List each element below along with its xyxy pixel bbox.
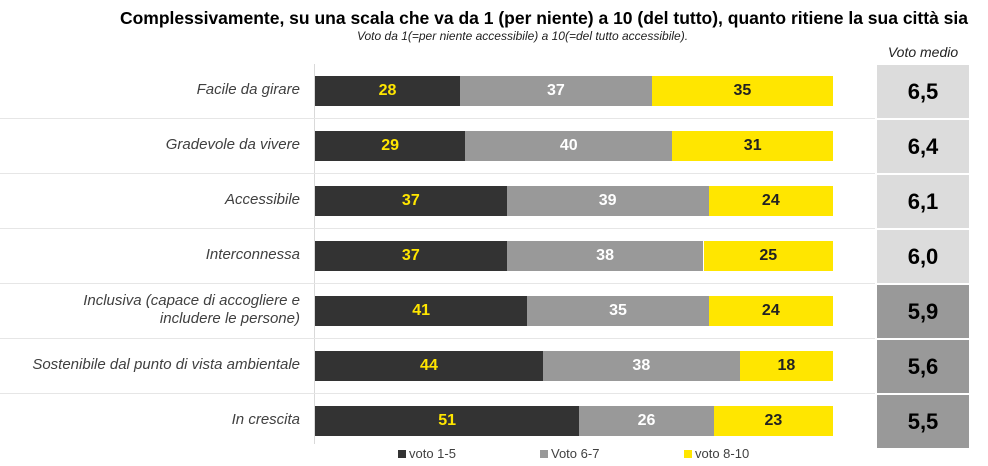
category-label: Gradevole da vivere: [165, 135, 300, 153]
score-box: 6,0: [877, 230, 969, 283]
category-label: Inclusiva (capace di accogliere e includ…: [83, 291, 300, 327]
legend-item: voto 1-5: [398, 446, 456, 461]
score-box: 5,9: [877, 285, 969, 338]
bar-segment-voto-8-10: 31: [672, 131, 833, 161]
legend-label: Voto 6-7: [551, 446, 600, 461]
bar-segment-voto-1-5: 37: [315, 241, 507, 271]
bar-segment-voto-1-5: 37: [315, 186, 507, 216]
bar-segment-voto-6-7: 38: [506, 241, 704, 271]
legend-item: voto 8-10: [684, 446, 749, 461]
row-separator: [0, 118, 875, 119]
score-box: 6,1: [877, 175, 969, 228]
bar-segment-voto-6-7: 37: [460, 76, 652, 106]
legend-label: voto 1-5: [409, 446, 456, 461]
bar-segment-voto-8-10: 25: [703, 241, 833, 271]
row-separator: [0, 283, 875, 284]
legend-item: Voto 6-7: [540, 446, 599, 461]
bar-segment-voto-8-10: 23: [713, 406, 833, 436]
bar-segment-voto-1-5: 29: [315, 131, 466, 161]
bar-segment-voto-6-7: 35: [527, 296, 709, 326]
legend-swatch: [398, 449, 406, 458]
score-box: 6,5: [877, 65, 969, 118]
score-box: 5,6: [877, 340, 969, 393]
category-label: Accessibile: [224, 190, 300, 208]
bar-segment-voto-1-5: 44: [315, 351, 543, 381]
score-box: 5,5: [877, 395, 969, 448]
bar-segment-voto-1-5: 51: [315, 406, 580, 436]
category-label: Interconnessa: [205, 245, 300, 263]
bar-segment-voto-1-5: 41: [315, 296, 528, 326]
row-separator: [0, 338, 875, 339]
row-separator: [0, 228, 875, 229]
category-axis: [314, 64, 315, 444]
score-box: 6,4: [877, 120, 969, 173]
bar-segment-voto-6-7: 39: [506, 186, 709, 216]
bar-segment-voto-8-10: 35: [651, 76, 833, 106]
bar-segment-voto-1-5: 28: [315, 76, 461, 106]
category-label: In crescita: [231, 410, 300, 428]
legend-label: voto 8-10: [695, 446, 750, 461]
bar-segment-voto-8-10: 24: [708, 296, 833, 326]
bar-segment-voto-8-10: 18: [739, 351, 833, 381]
bar-segment-voto-8-10: 24: [708, 186, 833, 216]
row-separator: [0, 173, 875, 174]
chart-subtitle: Voto da 1(=per niente accessibile) a 10(…: [356, 29, 689, 43]
bar-segment-voto-6-7: 26: [579, 406, 714, 436]
legend-swatch: [540, 449, 548, 458]
category-label: Sostenibile dal punto di vista ambiental…: [32, 355, 300, 373]
category-label: Facile da girare: [196, 80, 300, 98]
row-separator: [0, 393, 875, 394]
chart-title: Complessivamente, su una scala che va da…: [119, 8, 968, 28]
bar-segment-voto-6-7: 40: [465, 131, 673, 161]
bar-segment-voto-6-7: 38: [542, 351, 740, 381]
legend-swatch: [684, 449, 692, 458]
score-header: Voto medio: [887, 44, 959, 60]
